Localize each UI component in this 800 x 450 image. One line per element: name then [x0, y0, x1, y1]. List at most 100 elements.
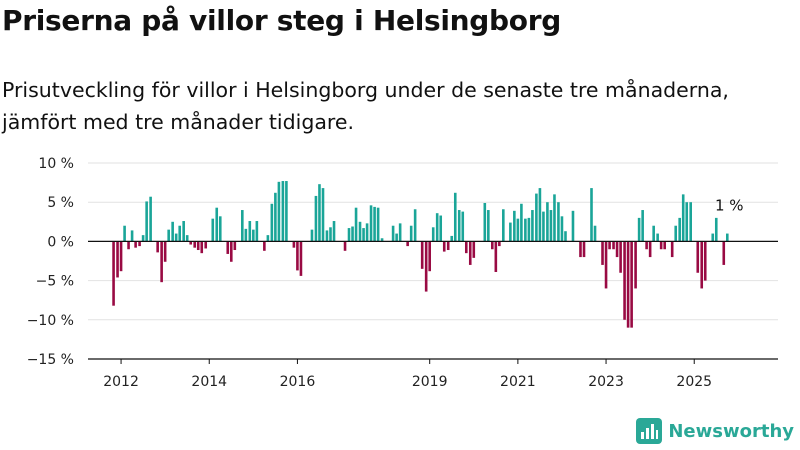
- bar: [189, 241, 193, 245]
- bar: [185, 235, 189, 242]
- bar: [483, 202, 487, 242]
- bar: [439, 215, 443, 242]
- bar: [163, 241, 167, 262]
- bar: [351, 226, 354, 242]
- bar: [116, 241, 119, 278]
- x-tick-label: 2016: [280, 374, 316, 390]
- bar: [531, 210, 534, 242]
- bar: [285, 181, 288, 242]
- bar: [442, 241, 446, 252]
- bar: [590, 188, 593, 242]
- bar: [204, 241, 208, 249]
- bar: [241, 210, 244, 242]
- bar: [211, 218, 215, 242]
- bar: [468, 241, 472, 265]
- bar: [373, 206, 376, 242]
- bar: [630, 241, 633, 328]
- bar: [380, 238, 384, 242]
- bar: [248, 221, 252, 242]
- bar: [689, 202, 692, 242]
- bar: [656, 233, 659, 242]
- bar: [321, 188, 325, 242]
- x-tick-label: 2019: [412, 374, 448, 390]
- bar: [343, 241, 347, 251]
- bar: [376, 207, 380, 242]
- bar: [538, 188, 542, 242]
- y-tick-label: 5 %: [47, 195, 74, 211]
- bar: [149, 196, 152, 242]
- brand-name: Newsworthy: [668, 420, 794, 442]
- bar: [200, 241, 204, 254]
- bar: [167, 229, 170, 242]
- bar: [645, 241, 648, 250]
- bar: [608, 241, 611, 250]
- bar: [145, 201, 148, 242]
- bar: [310, 229, 314, 242]
- bar: [424, 241, 428, 292]
- bar: [593, 225, 597, 242]
- bar: [171, 221, 174, 242]
- bar: [391, 225, 395, 242]
- bar: [119, 241, 123, 272]
- bar: [670, 241, 674, 258]
- newsworthy-logo-icon: [636, 418, 663, 444]
- bar: [450, 235, 454, 242]
- y-tick-label: −10 %: [27, 313, 74, 329]
- bar: [553, 194, 556, 242]
- bar: [641, 210, 644, 242]
- bar: [365, 223, 369, 242]
- value-annotation: 1 %: [715, 197, 744, 215]
- bar: [659, 241, 663, 250]
- bar: [516, 218, 520, 242]
- bar: [711, 233, 715, 242]
- bar: [134, 241, 137, 248]
- bar: [461, 211, 465, 242]
- bar: [579, 241, 582, 258]
- bar: [674, 225, 678, 242]
- bar: [252, 229, 255, 242]
- bar: [178, 225, 182, 242]
- bar: [409, 225, 413, 242]
- bar: [229, 241, 233, 262]
- x-tick-label: 2025: [676, 374, 712, 390]
- bar: [615, 241, 619, 258]
- bar: [509, 222, 512, 242]
- y-tick-label: −15 %: [27, 352, 74, 368]
- bar: [678, 217, 681, 242]
- bar: [325, 230, 329, 242]
- bar: [487, 210, 490, 242]
- chart-subtitle: Prisutveckling för villor i Helsingborg …: [2, 78, 729, 134]
- bar: [549, 210, 553, 242]
- bar: [318, 184, 321, 242]
- bar: [634, 241, 637, 289]
- bar: [513, 210, 516, 242]
- bar: [332, 221, 336, 242]
- bar: [557, 202, 560, 242]
- bar: [453, 192, 457, 242]
- bar: [266, 235, 270, 242]
- bar: [160, 241, 163, 283]
- bars: [112, 181, 729, 328]
- bar: [281, 181, 285, 242]
- bar: [299, 241, 303, 276]
- bar: [354, 207, 358, 242]
- bar: [270, 203, 274, 242]
- bar: [255, 221, 259, 242]
- bar: [457, 210, 461, 242]
- bar: [726, 233, 729, 242]
- bar: [546, 202, 549, 242]
- bar: [218, 216, 222, 242]
- x-axis: 2012 2014 2016 2019 2021 2023 2025: [88, 358, 778, 390]
- bar: [502, 209, 505, 242]
- bar: [491, 241, 494, 250]
- bar: [571, 210, 575, 242]
- bar: [130, 230, 134, 242]
- bar: [274, 192, 277, 242]
- bar: [428, 241, 431, 272]
- x-tick-label: 2023: [588, 374, 624, 390]
- bar: [714, 217, 718, 242]
- bar: [174, 233, 178, 242]
- bar: [182, 221, 185, 242]
- brand-logo: Newsworthy: [636, 418, 794, 444]
- bar: [420, 241, 424, 269]
